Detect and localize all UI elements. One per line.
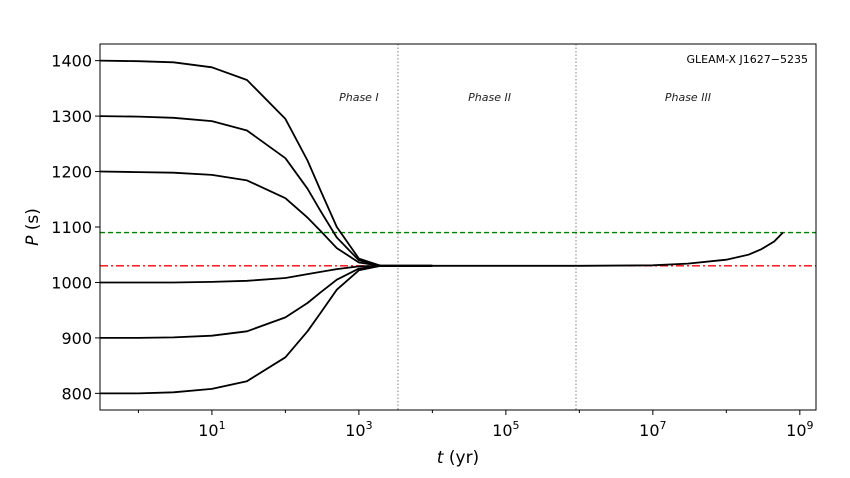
series-line (100, 264, 433, 284)
x-tick-label: 107 (639, 419, 666, 440)
chart-title: GLEAM-X J1627−5235 (686, 53, 808, 66)
long-term-series-line (432, 231, 784, 267)
x-tick-label: 103 (345, 419, 372, 440)
y-tick-label: 800 (61, 384, 92, 403)
y-tick-label: 1200 (51, 163, 92, 182)
y-axis-label: P (s) (23, 208, 43, 246)
series-line (100, 264, 433, 339)
x-axis-label: t (yr) (437, 448, 479, 468)
phase-label: Phase I (339, 91, 379, 104)
y-tick-label: 1300 (51, 107, 92, 126)
phase-label: Phase II (468, 91, 511, 104)
phase-label: Phase III (665, 91, 711, 104)
x-tick-label: 109 (786, 419, 813, 440)
series-line (100, 264, 433, 395)
series-line (99, 115, 433, 267)
y-tick-label: 1100 (51, 218, 92, 237)
x-tick-label: 101 (198, 419, 225, 440)
y-tick-label: 1400 (51, 52, 92, 71)
series-line (99, 170, 433, 267)
x-tick-label: 105 (492, 419, 519, 440)
y-tick-label: 900 (61, 329, 92, 348)
series-line (99, 59, 433, 267)
y-tick-label: 1000 (51, 273, 92, 292)
